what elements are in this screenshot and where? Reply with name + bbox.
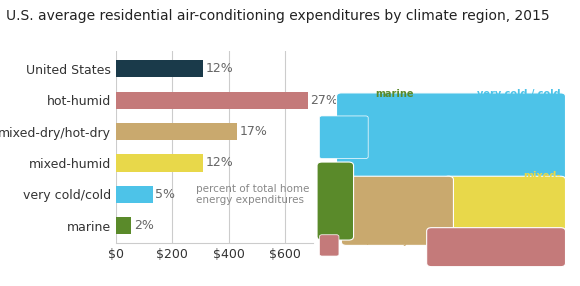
Text: percent of total home
energy expenditures: percent of total home energy expenditure… [196,184,310,205]
Bar [116,217,132,235]
Bar [116,154,204,172]
FancyBboxPatch shape [336,93,566,192]
FancyBboxPatch shape [317,162,354,240]
FancyBboxPatch shape [427,228,566,267]
Bar [116,186,153,203]
Text: 2%: 2% [134,219,154,232]
Bar [116,92,307,109]
Text: 27%: 27% [310,94,338,107]
Text: mixed-
humid: mixed- humid [523,171,561,192]
Text: marine: marine [375,89,414,99]
FancyBboxPatch shape [444,176,566,245]
FancyBboxPatch shape [342,176,454,245]
FancyBboxPatch shape [320,116,368,158]
Text: 17%: 17% [240,125,267,138]
Text: hot-humid: hot-humid [459,244,516,254]
Text: 12%: 12% [205,62,233,75]
Bar [116,60,204,78]
FancyBboxPatch shape [320,235,339,256]
Text: U.S. average residential air-conditioning expenditures by climate region, 2015: U.S. average residential air-conditionin… [6,9,549,23]
Text: 12%: 12% [205,156,233,170]
Text: very cold / cold: very cold / cold [477,89,561,99]
Text: 5%: 5% [155,188,175,201]
Text: mixed-dry
/ hot-dry: mixed-dry / hot-dry [363,224,412,246]
Bar [116,123,237,140]
